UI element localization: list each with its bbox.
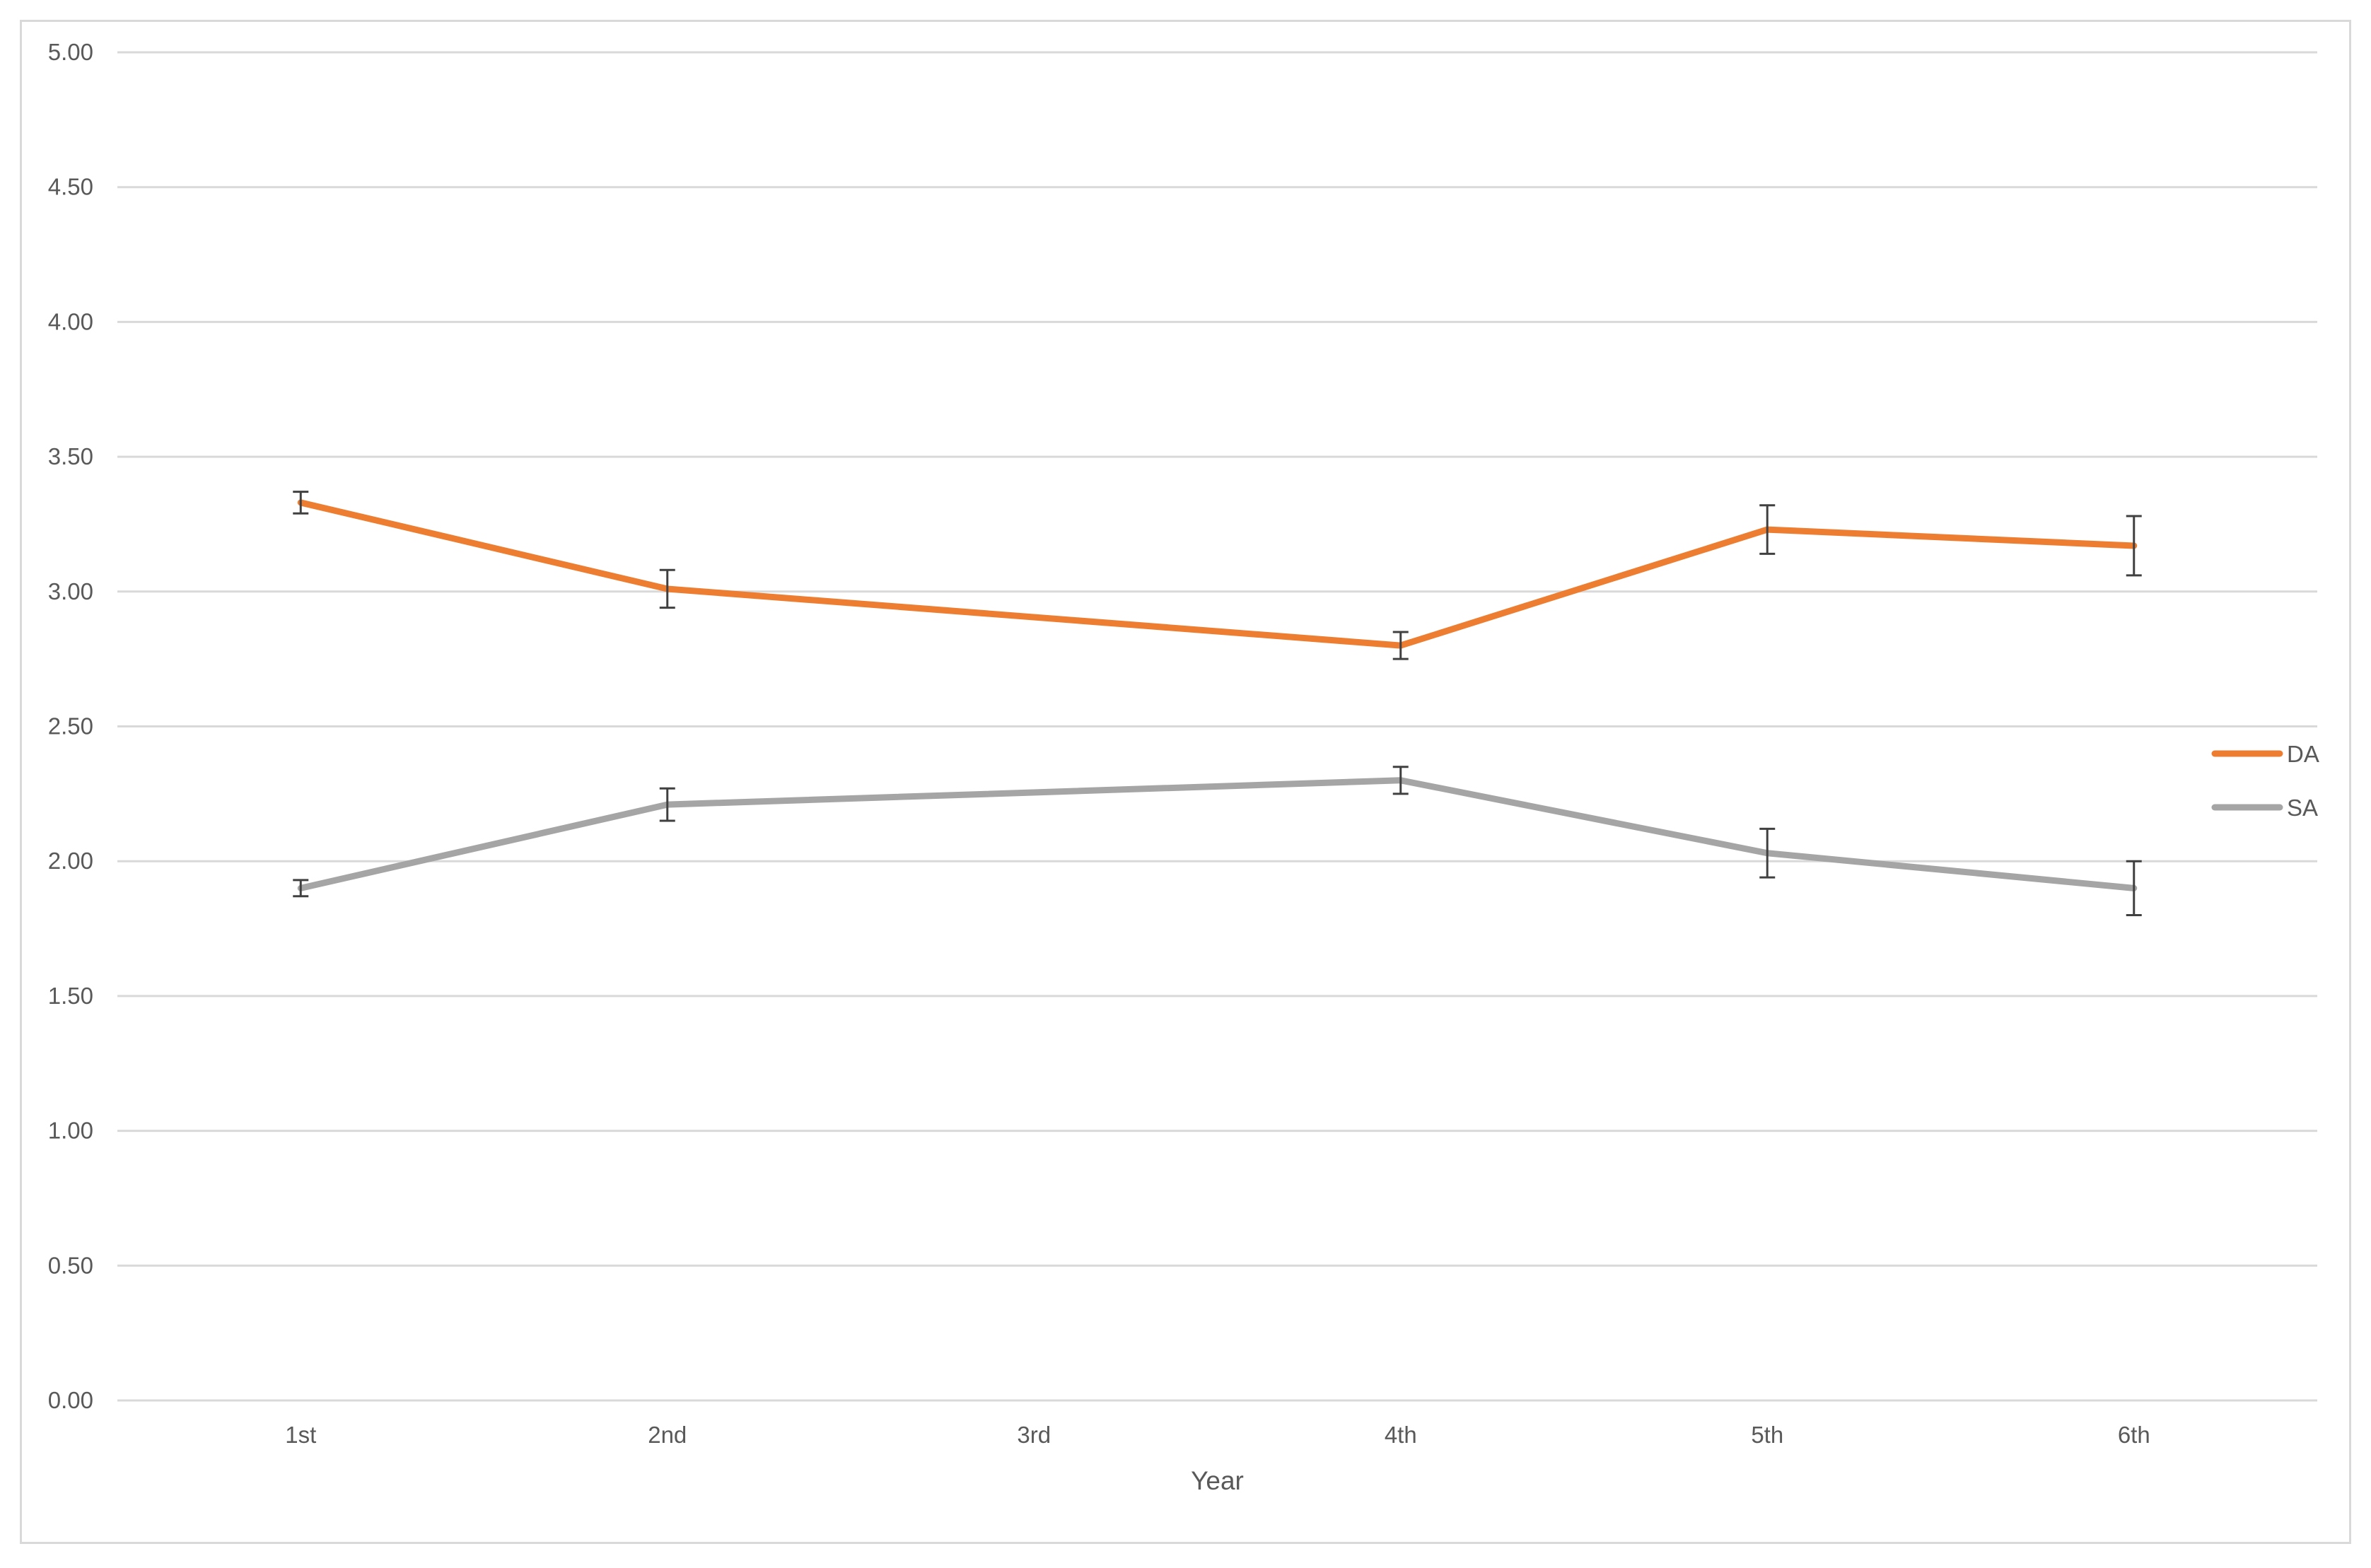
y-tick-label: 0.00 (48, 1387, 93, 1413)
x-tick-label: 1st (285, 1422, 316, 1448)
y-tick-label: 2.50 (48, 713, 93, 739)
gridlines (117, 51, 2317, 1402)
y-tick-label: 4.50 (48, 174, 93, 200)
y-tick-label: 3.50 (48, 443, 93, 469)
y-tick-label: 3.00 (48, 578, 93, 604)
y-axis-ticks: 0.00 0.50 1.00 1.50 2.00 2.50 3.00 3.50 4.00 4.50… (48, 39, 93, 1413)
x-tick-label: 6th (2118, 1422, 2150, 1448)
series-layer (293, 491, 2142, 916)
x-axis-title: Year (1191, 1466, 1244, 1495)
x-axis-ticks: 1st 2nd 3rd 4th 5th 6th (285, 1422, 2150, 1448)
x-tick-label: 2nd (648, 1422, 687, 1448)
series-line-sa (297, 777, 2138, 891)
legend-label-da: DA (2287, 741, 2319, 767)
y-tick-label: 2.00 (48, 848, 93, 874)
legend-label-sa: SA (2287, 795, 2318, 821)
x-tick-label: 4th (1385, 1422, 1417, 1448)
legend: DA SA (2211, 741, 2319, 821)
x-tick-label: 3rd (1017, 1422, 1051, 1448)
y-tick-label: 1.50 (48, 983, 93, 1009)
x-tick-label: 5th (1751, 1422, 1783, 1448)
y-tick-label: 4.00 (48, 308, 93, 334)
series-line-da (297, 499, 2138, 649)
chart-frame (20, 20, 2351, 1544)
y-tick-label: 5.00 (48, 39, 93, 65)
y-tick-label: 0.50 (48, 1252, 93, 1278)
y-tick-label: 1.00 (48, 1118, 93, 1144)
